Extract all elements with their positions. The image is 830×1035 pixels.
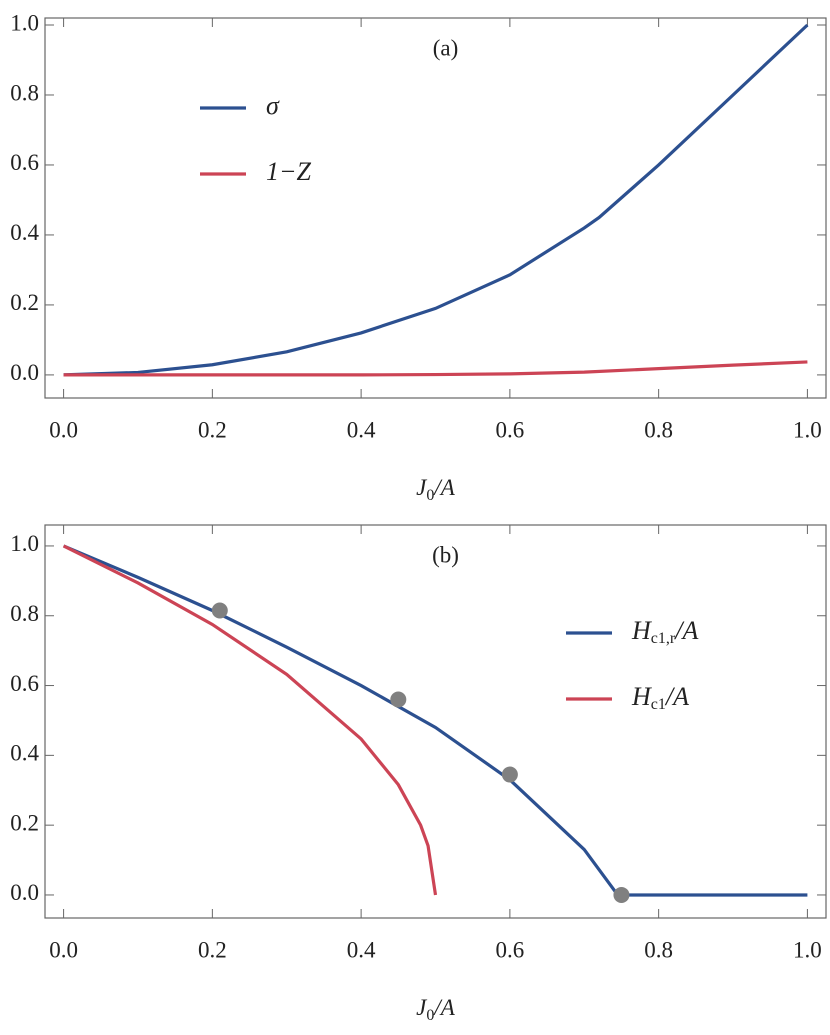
x-axis-label-sub: 0: [426, 1007, 434, 1024]
series-line: [63, 23, 809, 377]
x-tick-label: 1.0: [793, 417, 822, 442]
legend-label-base: H: [631, 616, 652, 645]
y-tick-label: 0.2: [10, 290, 39, 315]
y-tick-label: 1.0: [10, 10, 39, 35]
y-tick-label: 0.4: [10, 220, 39, 245]
legend-label-base: H: [631, 682, 652, 711]
x-tick-label: 0.4: [347, 417, 376, 442]
legend-label-sub: c1,r: [651, 630, 676, 647]
y-tick-label: 0.0: [10, 880, 39, 905]
y-tick-label: 0.8: [10, 80, 39, 105]
plot-frame: [44, 524, 827, 919]
x-axis-label-base: J: [416, 475, 428, 500]
x-tick-label: 0.0: [49, 937, 78, 962]
plot-frame: [44, 17, 827, 399]
x-axis-label: J0/A: [416, 995, 456, 1023]
data-point: [501, 766, 518, 783]
panel-label: (a): [433, 35, 459, 60]
legend-label-sub: c1: [651, 696, 666, 713]
series-line: [62, 544, 438, 896]
x-tick-label: 0.8: [644, 417, 673, 442]
panel-label: (b): [432, 542, 459, 567]
legend-label: σ: [266, 91, 280, 120]
y-tick-label: 0.6: [10, 150, 39, 175]
legend-label-tail: /A: [664, 682, 689, 711]
x-tick-label: 0.6: [496, 417, 525, 442]
y-tick-label: 0.8: [10, 601, 39, 626]
x-axis-label-tail: /A: [432, 995, 455, 1020]
x-tick-label: 0.8: [644, 937, 673, 962]
x-axis-label-sub: 0: [426, 487, 434, 504]
x-axis-label-tail: /A: [432, 475, 455, 500]
x-tick-label: 0.4: [347, 937, 376, 962]
y-tick-label: 0.0: [10, 360, 39, 385]
data-point: [390, 691, 407, 708]
y-tick-label: 0.4: [10, 741, 39, 766]
x-tick-label: 0.6: [496, 937, 525, 962]
legend-label-tail: /A: [673, 616, 698, 645]
data-point: [613, 886, 630, 903]
data-point: [211, 602, 228, 619]
y-tick-label: 0.6: [10, 671, 39, 696]
legend-label: Hc1/A: [631, 682, 689, 713]
series-line: [62, 544, 808, 897]
x-axis-label-base: J: [416, 995, 428, 1020]
legend-label: Hc1,r/A: [631, 616, 698, 647]
x-tick-label: 0.2: [198, 417, 227, 442]
x-tick-label: 1.0: [793, 937, 822, 962]
x-tick-label: 0.2: [198, 937, 227, 962]
x-tick-label: 0.0: [49, 417, 78, 442]
series-line: [63, 360, 808, 377]
x-axis-label: J0/A: [416, 475, 456, 503]
y-tick-label: 1.0: [10, 531, 39, 556]
y-tick-label: 0.2: [10, 810, 39, 835]
legend-label: 1−Z: [266, 157, 312, 186]
